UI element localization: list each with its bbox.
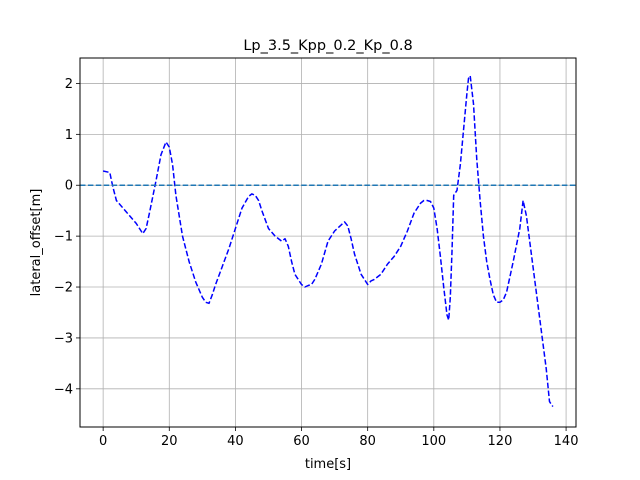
plot-frame [79, 57, 577, 428]
x-tick-label: 0 [99, 434, 107, 449]
y-tick-label: 2 [65, 77, 73, 92]
y-tick-label: −2 [54, 281, 73, 296]
y-tick-label: −4 [54, 382, 73, 397]
y-tick-label: 1 [65, 128, 73, 143]
x-tick-label: 120 [488, 434, 513, 449]
axis-ticks: 0 20 40 60 80 100 120 140 −4 −3 −2 −1 0 1 2 [54, 77, 579, 449]
y-tick-label: −3 [54, 331, 73, 346]
x-tick-label: 140 [554, 434, 579, 449]
x-axis-label: time[s] [305, 457, 351, 472]
y-tick-label: −1 [54, 230, 73, 245]
lateral-offset-line [102, 75, 554, 408]
x-tick-label: 20 [161, 434, 178, 449]
x-tick-label: 100 [421, 434, 446, 449]
y-tick-label: 0 [65, 179, 73, 194]
plot-data [80, 75, 576, 408]
chart-title: Lp_3.5_Kpp_0.2_Kp_0.8 [243, 38, 412, 54]
y-axis-label: lateral_offset[m] [29, 189, 44, 297]
x-tick-label: 80 [359, 434, 376, 449]
x-tick-label: 60 [293, 434, 310, 449]
x-tick-label: 40 [227, 434, 244, 449]
